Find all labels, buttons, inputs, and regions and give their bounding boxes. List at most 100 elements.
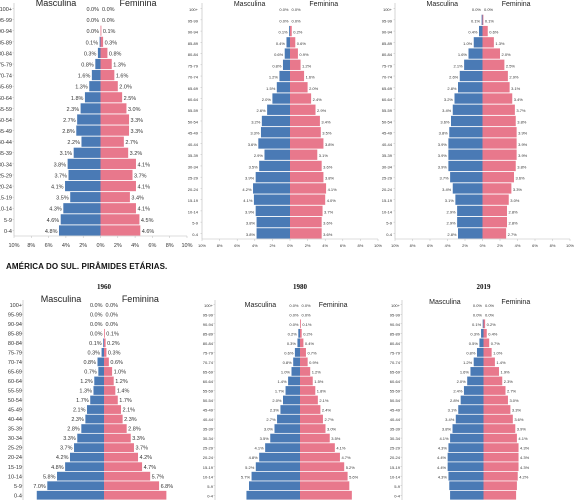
age-tick-label: 55-59 (188, 108, 199, 113)
bar-female-75-79 (100, 58, 112, 70)
x-tick-label: 2% (79, 243, 87, 249)
bar-male-20-24 (452, 183, 483, 194)
data-label-male: 3.7% (440, 176, 450, 181)
age-tick-label: 100+ (0, 7, 12, 13)
bar-male-60-64 (272, 93, 290, 104)
data-label-male: 2.1% (454, 63, 464, 68)
bar-female-40-44 (482, 138, 517, 149)
bar-male-30-34 (450, 433, 484, 443)
bar-male-30-34 (67, 158, 101, 169)
data-label-male: 3.5% (260, 436, 270, 441)
data-label-female: 3.8% (325, 142, 335, 147)
bar-female-65-69 (483, 367, 499, 376)
age-tick-label: 65-69 (382, 86, 393, 91)
data-label-female: 6.8% (161, 484, 174, 490)
age-tick-label: 30-34 (0, 162, 12, 168)
bar-male-10-14 (448, 471, 484, 481)
age-tick-label: 0-4 (14, 493, 22, 499)
data-label-male: 4.3% (49, 207, 62, 213)
legend-male: Masculina (36, 0, 77, 8)
bar-female-85-89 (290, 37, 296, 48)
data-label-female: 1.0% (114, 370, 127, 376)
bar-female-60-64 (104, 376, 114, 386)
bar-female-40-44 (300, 414, 323, 424)
x-tick-label: 4% (515, 243, 521, 248)
data-label-female: 3.4% (131, 196, 144, 202)
age-tick-label: 90-94 (8, 322, 22, 328)
age-tick-label: 40-44 (382, 142, 393, 147)
bar-female-90-94 (300, 319, 301, 329)
data-label-male: 5.8% (43, 474, 56, 480)
bar-male-70-74 (279, 70, 290, 82)
data-label-male: 2.3% (270, 408, 280, 413)
bar-female-30-34 (100, 158, 136, 169)
data-label-female: 3.6% (323, 164, 333, 169)
age-tick-label: 60-64 (8, 379, 22, 385)
data-label-female: 3.3% (131, 118, 144, 124)
bar-female-40-44 (483, 414, 513, 424)
bar-female-90-94 (100, 25, 102, 36)
data-label-female: 4.2% (519, 474, 529, 479)
bar-male-85-89 (473, 37, 483, 48)
data-label-female: 0.6% (489, 30, 499, 35)
age-tick-label: 20-24 (8, 455, 22, 461)
bar-male-50-54 (283, 395, 300, 405)
data-label-female: 2.5% (506, 63, 516, 68)
bar-female-0-4 (104, 490, 167, 500)
data-label-female: 4.2% (140, 455, 153, 461)
data-label-male: 2.6% (449, 75, 459, 80)
bar-male-50-54 (90, 395, 104, 405)
data-label-female: 3.5% (322, 131, 332, 136)
bar-female-60-64 (290, 93, 312, 104)
bar-female-0-4 (482, 228, 507, 239)
data-label-female: 2.1% (319, 398, 329, 403)
data-label-female: 2.4% (322, 408, 332, 413)
data-label-male: 0.0% (473, 312, 483, 317)
bar-male-75-79 (95, 58, 101, 70)
bar-female-75-79 (483, 348, 492, 357)
bar-female-55-59 (104, 386, 116, 395)
data-label-female: 2.0% (119, 85, 132, 91)
age-tick-label: 80-84 (382, 52, 393, 57)
data-label-male: 0.0% (279, 18, 289, 23)
bar-female-50-54 (482, 115, 516, 127)
data-label-male: 4.8% (249, 455, 259, 460)
bar-male-10-14 (255, 205, 290, 217)
data-label-male: 7.0% (33, 484, 46, 490)
data-label-female: 2.4% (313, 97, 323, 102)
bar-male-80-84 (479, 338, 484, 348)
age-tick-label: 15-19 (8, 465, 22, 471)
x-tick-label: 10% (198, 243, 206, 248)
bar-male-60-64 (84, 92, 101, 103)
bar-female-25-29 (290, 172, 324, 183)
bar-male-5-9 (249, 481, 300, 491)
bar-female-90-94 (290, 25, 292, 37)
bar-male-20-24 (253, 183, 290, 194)
data-label-female: 3.8% (517, 119, 527, 124)
bar-female-65-69 (290, 82, 308, 93)
bar-male-75-79 (101, 348, 104, 357)
data-label-female: 1.9% (500, 370, 510, 375)
bar-female-10-14 (482, 205, 507, 217)
data-label-female: 2.5% (124, 96, 137, 102)
data-label-male: 0.4% (468, 30, 478, 35)
x-tick-label: 8% (410, 243, 416, 248)
data-label-female: 2.8% (509, 221, 519, 226)
data-label-male: 1.4% (277, 379, 287, 384)
bar-male-90-94 (289, 25, 290, 37)
data-label-female: 2.0% (309, 86, 319, 91)
bar-female-30-34 (482, 160, 516, 172)
age-tick-label: 80-84 (390, 341, 401, 346)
bar-female-60-64 (482, 93, 513, 104)
data-label-female: 0.3% (105, 40, 118, 46)
bar-male-5-9 (457, 216, 483, 228)
data-label-male: 4.8% (51, 465, 64, 471)
data-label-male: 4.1% (439, 436, 449, 441)
data-label-female: 3.8% (517, 164, 527, 169)
age-tick-label: 0-4 (386, 232, 393, 237)
age-tick-label: 10-14 (203, 474, 214, 479)
bar-male-15-19 (447, 462, 484, 472)
data-label-male: 2.8% (447, 232, 457, 237)
bar-male-35-39 (274, 424, 300, 433)
data-label-female: 0.1% (485, 18, 495, 23)
